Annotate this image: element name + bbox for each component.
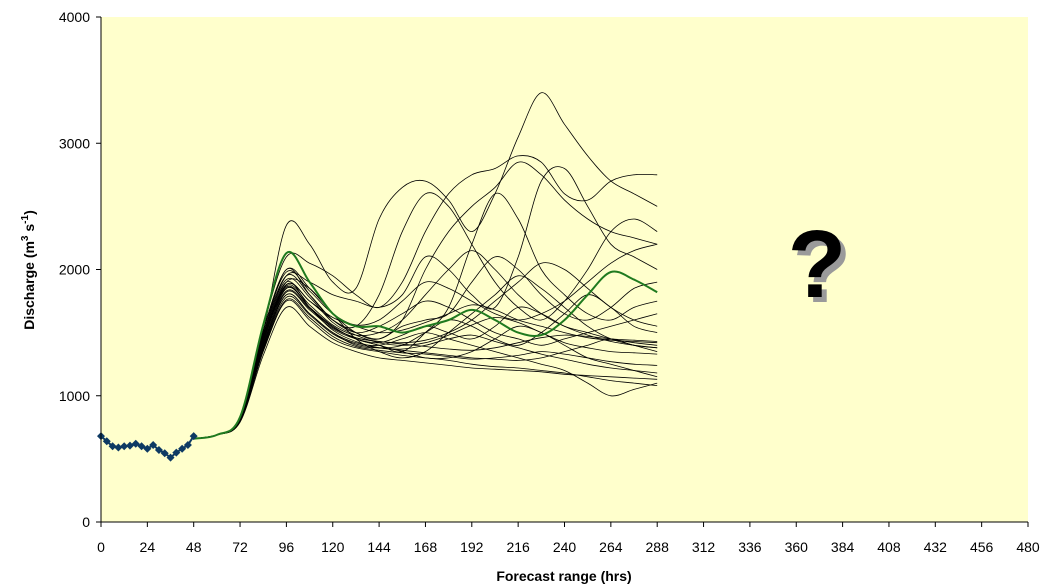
ensemble-layer [193,92,658,440]
x-tick-label: 24 [140,539,156,555]
y-tick-labels: 0 1000 2000 3000 4000 [59,9,90,530]
x-tick-label: 48 [186,539,202,555]
ensemble-member-line [193,282,658,440]
x-tick-label: 96 [279,539,295,555]
y-axis-title-main: Discharge (m [21,241,37,330]
ensemble-member-line [193,298,658,440]
y-tick-label: 3000 [59,135,90,151]
observed-point [149,440,158,449]
observed-point [143,444,152,453]
y-axis-title-mid: s [21,224,37,236]
x-tick-label: 168 [414,539,438,555]
x-tick-labels: 0 24 48 72 96 120 144 168 192 216 240 264 288 312 336 3… [97,539,1040,555]
question-mark-shadow: ? [793,216,852,323]
x-tick-label: 216 [506,539,530,555]
x-tick-label: 240 [553,539,577,555]
observed-point [189,432,198,441]
ensemble-member-line [193,299,658,440]
ensemble-member-line [193,306,658,440]
ensemble-member-line [193,277,658,440]
ensemble-member-line [193,295,658,440]
x-tick-label: 312 [692,539,716,555]
ensemble-member-line [193,250,658,440]
y-axis-title-sup1: 3 [20,235,31,241]
observed-point [102,437,111,446]
observed-point [120,442,129,451]
y-axis-title-end: ) [21,210,37,215]
observed-point [137,442,146,451]
x-tick-label: 456 [970,539,994,555]
control-forecast-line [193,250,658,440]
y-tick-label: 1000 [59,388,90,404]
x-tick-label: 408 [877,539,901,555]
ensemble-member-line [193,289,658,440]
observed-point [178,444,187,453]
x-tick-label: 144 [367,539,391,555]
observed-point [131,439,140,448]
observed-layer [97,432,198,462]
x-tick-label: 360 [785,539,809,555]
observed-point [108,442,117,451]
y-axis-title-sup2: -1 [20,214,31,223]
ensemble-member-line [193,281,658,440]
observed-point [172,448,181,457]
x-tick-label: 0 [97,539,105,555]
x-tick-label: 72 [232,539,248,555]
x-tick-label: 480 [1016,539,1040,555]
x-tick-label: 288 [646,539,670,555]
x-tick-label: 432 [924,539,948,555]
x-tick-label: 336 [738,539,762,555]
observed-point [166,453,175,462]
ensemble-member-line [193,243,658,440]
y-tick-label: 0 [82,514,90,530]
observed-point [160,449,169,458]
observed-point [154,446,163,455]
y-axis-title: Discharge (m3 s-1) [20,210,37,330]
question-mark-annotation: ? [788,211,847,318]
x-tick-label: 192 [460,539,484,555]
control-layer [193,250,658,440]
x-axis-title: Forecast range (hrs) [496,568,631,584]
x-tick-label: 384 [831,539,855,555]
x-tick-label: 120 [321,539,345,555]
ensemble-member-line [193,262,658,440]
ensemble-member-line [193,274,658,440]
observed-point [114,443,123,452]
x-tick-label: 264 [599,539,623,555]
y-tick-label: 2000 [59,262,90,278]
observed-point [183,440,192,449]
y-tick-label: 4000 [59,9,90,25]
axes-layer [96,16,1029,527]
